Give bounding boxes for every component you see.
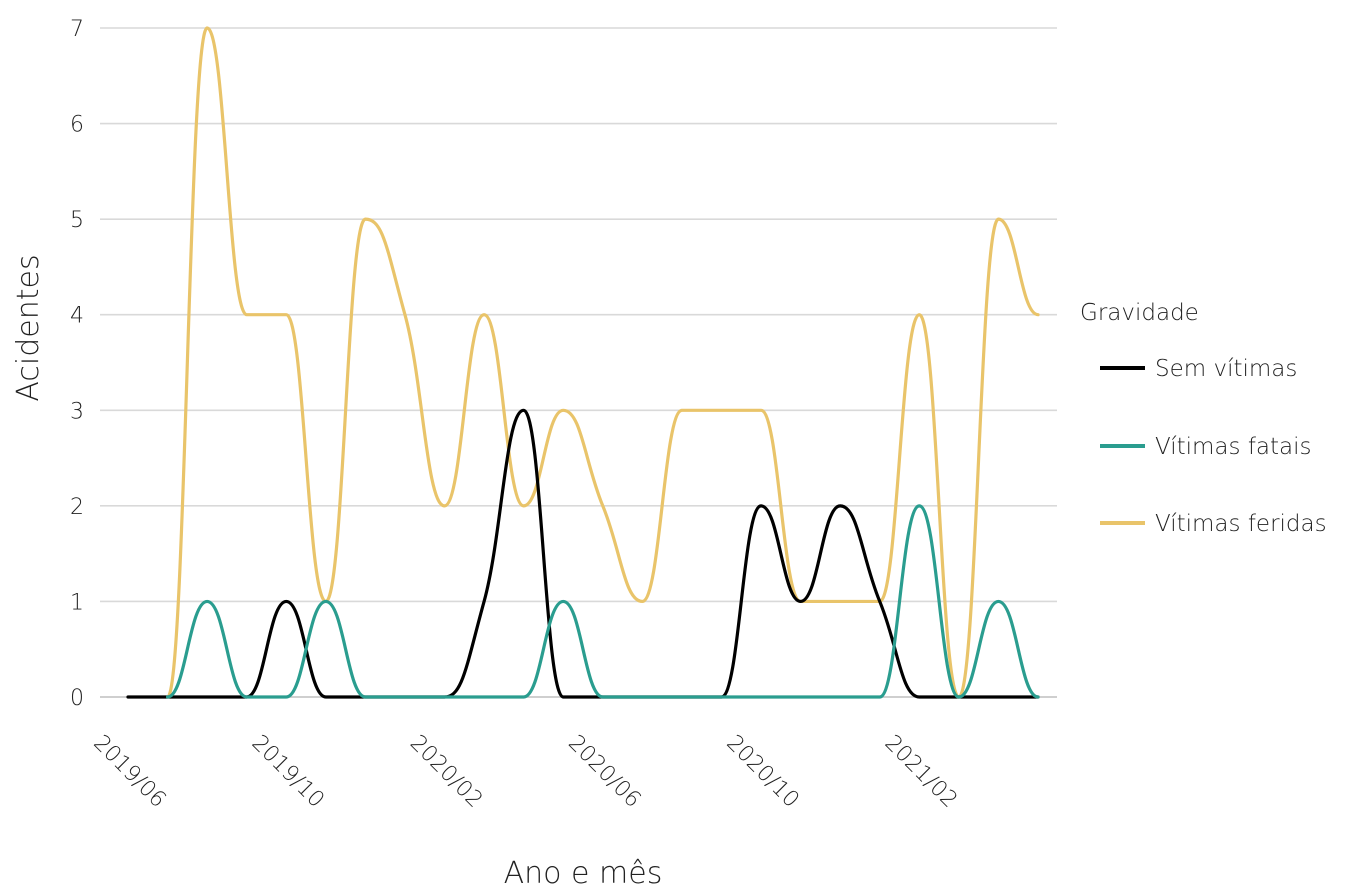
y-axis-title: Acidentes [11,254,46,401]
y-tick-labels: 0 1 2 3 4 5 6 7 [70,17,84,711]
series-line-vitimas-fatais [165,504,1040,699]
y-tick-label-1: 1 [70,590,84,615]
x-tick-label-2020-10: 2020/10 [721,731,803,813]
series-line-vitimas-feridas [165,26,1040,699]
x-tick-label-2019-06: 2019/06 [88,731,170,813]
y-tick-label-6: 6 [70,113,84,138]
legend-title: Gravidade [1080,300,1199,326]
y-tick-label-5: 5 [70,208,84,233]
series-layer [126,26,1040,699]
x-tick-label-2020-02: 2020/02 [405,731,487,813]
grid-layer [100,27,1057,698]
legend-label-vitimas-feridas: Vítimas feridas [1155,511,1327,537]
y-tick-label-3: 3 [70,399,84,424]
y-tick-label-2: 2 [70,495,84,520]
legend-label-sem-vitimas: Sem vítimas [1155,356,1297,382]
legend-label-vitimas-fatais: Vítimas fatais [1155,434,1312,460]
x-tick-label-2021-02: 2021/02 [880,731,962,813]
x-tick-labels: 2019/06 2019/10 2020/02 2020/06 2020/10 2021/… [88,731,962,813]
x-tick-label-2020-06: 2020/06 [563,731,645,813]
y-tick-label-4: 4 [70,304,84,329]
x-tick-label-2019-10: 2019/10 [247,731,329,813]
series-line-sem-vitimas [126,408,1040,699]
legend: Gravidade Sem vítimas Vítimas fatais Vít… [1080,300,1327,537]
x-axis-title: Ano e mês [504,856,663,891]
y-tick-label-7: 7 [70,17,84,42]
y-tick-label-0: 0 [70,686,84,711]
